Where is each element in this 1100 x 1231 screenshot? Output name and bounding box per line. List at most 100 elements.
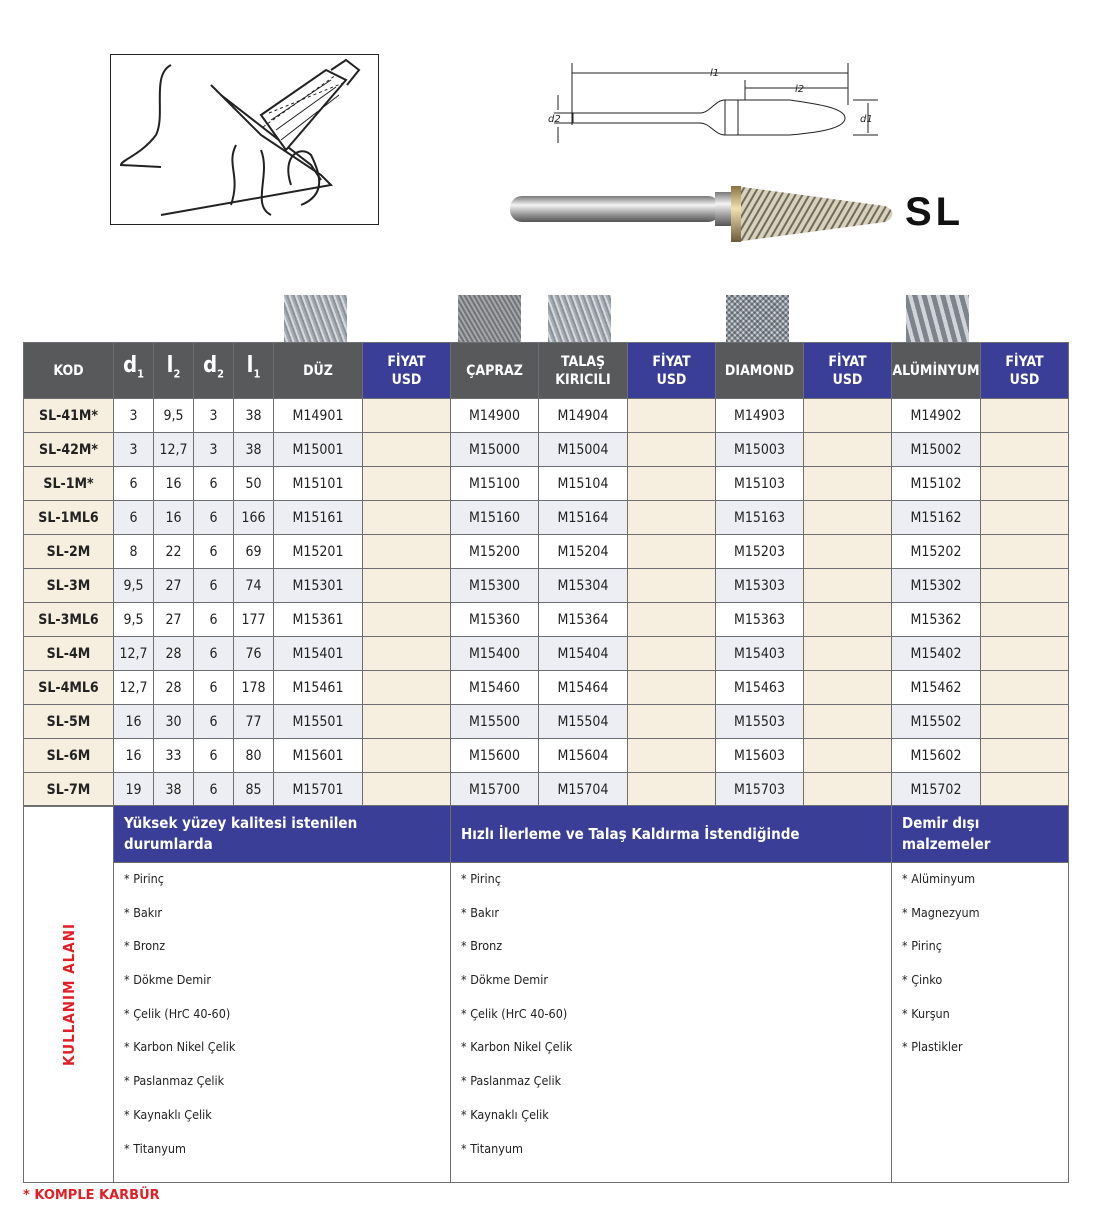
table-row: SL-41M* 3 9,5 3 38 M14901 M14900 M14904 M14903 M1… [23, 398, 1069, 433]
cell-p3 [803, 602, 892, 637]
cell-l1: 77 [233, 704, 274, 739]
cell-talas: M15704 [538, 772, 628, 807]
cell-p3 [803, 500, 892, 535]
header-symbol: d [202, 353, 218, 379]
usage-heading: Demir dışı malzemeler [891, 805, 1069, 863]
cell-d1: 3 [113, 398, 154, 433]
talas-kirici-cut-image [548, 295, 611, 342]
footnote: * KOMPLE KARBÜR [23, 1188, 160, 1203]
cell-p3 [803, 704, 892, 739]
capraz-cut-image [458, 295, 521, 342]
cell-duz: M15201 [273, 534, 363, 569]
cell-p2 [627, 534, 716, 569]
usage-area-table: KULLANIM ALANI Yüksek yüzey kalitesi ist… [23, 804, 1069, 1184]
cell-capraz: M15500 [450, 704, 539, 739]
cell-p4 [980, 636, 1069, 671]
cell-l1: 177 [233, 602, 274, 637]
column-header-diamond: DIAMOND [715, 342, 804, 399]
material-item: * Paslanmaz Çelik [124, 1073, 225, 1089]
cell-d1: 16 [113, 704, 154, 739]
cell-alu: M15602 [891, 738, 981, 773]
material-item: * Bronz [124, 938, 166, 954]
cell-duz: M15101 [273, 466, 363, 501]
table-row: SL-6M 16 33 6 80 M15601 M15600 M15604 M15603 M156… [23, 738, 1069, 773]
cell-p4 [980, 738, 1069, 773]
usage-heading: Yüksek yüzey kalitesi istenilen durumlar… [113, 805, 451, 863]
column-header-d2: d2 [193, 342, 234, 399]
cell-p4 [980, 534, 1069, 569]
column-header-alu: ALÜMİNYUM [891, 342, 981, 399]
cell-p3 [803, 772, 892, 807]
cell-l1: 38 [233, 398, 274, 433]
table-row: SL-1ML6 6 16 6 166 M15161 M15160 M15164 M15163 M1… [23, 500, 1069, 535]
cell-l1: 74 [233, 568, 274, 603]
cell-duz: M15701 [273, 772, 363, 807]
table-row: SL-5M 16 30 6 77 M15501 M15500 M15504 M15503 M155… [23, 704, 1069, 739]
cell-duz: M15001 [273, 432, 363, 467]
cell-d2: 6 [193, 772, 234, 807]
cell-talas: M15164 [538, 500, 628, 535]
table-row: SL-4M 12,7 28 6 76 M15401 M15400 M15404 M15403 M1… [23, 636, 1069, 671]
header-subscript: 2 [217, 367, 225, 381]
cell-l1: 80 [233, 738, 274, 773]
column-header-duz: DÜZ [273, 342, 363, 399]
cell-l2: 9,5 [153, 398, 194, 433]
cell-l2: 16 [153, 500, 194, 535]
cell-d1: 9,5 [113, 568, 154, 603]
cell-diamond: M15163 [715, 500, 804, 535]
column-header-d1: d1 [113, 342, 154, 399]
cell-l1: 50 [233, 466, 274, 501]
cell-kod: SL-5M [23, 704, 114, 739]
column-header-capraz: ÇAPRAZ [450, 342, 539, 399]
cell-diamond: M15363 [715, 602, 804, 637]
cell-diamond: M15303 [715, 568, 804, 603]
cell-capraz: M15100 [450, 466, 539, 501]
cell-d2: 3 [193, 432, 234, 467]
material-item: * Çinko [902, 972, 943, 988]
cell-alu: M15462 [891, 670, 981, 705]
cell-talas: M15204 [538, 534, 628, 569]
cell-d1: 9,5 [113, 602, 154, 637]
column-header-p2: FİYAT USD [627, 342, 716, 399]
cell-l2: 33 [153, 738, 194, 773]
duz-cut-image [284, 295, 347, 342]
table-row: SL-2M 8 22 6 69 M15201 M15200 M15204 M15203 M1520… [23, 534, 1069, 569]
cell-p2 [627, 568, 716, 603]
cell-l2: 27 [153, 602, 194, 637]
cell-l1: 69 [233, 534, 274, 569]
material-item: * Kaynaklı Çelik [124, 1106, 212, 1122]
header-symbol: l [246, 353, 254, 379]
cell-kod: SL-4M [23, 636, 114, 671]
cell-talas: M15004 [538, 432, 628, 467]
cell-l1: 178 [233, 670, 274, 705]
cell-p3 [803, 534, 892, 569]
cell-l2: 30 [153, 704, 194, 739]
cell-p2 [627, 636, 716, 671]
cell-d2: 6 [193, 704, 234, 739]
cell-p4 [980, 670, 1069, 705]
cell-p2 [627, 772, 716, 807]
cell-kod: SL-7M [23, 772, 114, 807]
cell-p1 [362, 534, 451, 569]
cell-p1 [362, 704, 451, 739]
cell-d1: 6 [113, 466, 154, 501]
cell-p2 [627, 466, 716, 501]
cell-d2: 6 [193, 670, 234, 705]
material-list: * Alüminyum * Magnezyum * Pirinç * Çinko * K… [892, 863, 1068, 1081]
usage-heading: Hızlı İlerleme ve Talaş Kaldırma İstendi… [450, 805, 892, 863]
cell-d1: 12,7 [113, 670, 154, 705]
material-item: * Dökme Demir [124, 972, 211, 988]
diamond-cut-image [726, 295, 789, 342]
cell-p3 [803, 466, 892, 501]
d1-label: d1 [860, 114, 873, 125]
cell-talas: M15404 [538, 636, 628, 671]
cell-p1 [362, 466, 451, 501]
cell-alu: M15702 [891, 772, 981, 807]
table-row: SL-4ML6 12,7 28 6 178 M15461 M15460 M15464 M1546… [23, 670, 1069, 705]
cell-d2: 6 [193, 568, 234, 603]
table-row: SL-3ML6 9,5 27 6 177 M15361 M15360 M15364 M15363… [23, 602, 1069, 637]
series-label: SL [905, 190, 965, 234]
cell-capraz: M15000 [450, 432, 539, 467]
material-item: * Çelik (HrC 40-60) [461, 1005, 568, 1021]
cell-d1: 3 [113, 432, 154, 467]
